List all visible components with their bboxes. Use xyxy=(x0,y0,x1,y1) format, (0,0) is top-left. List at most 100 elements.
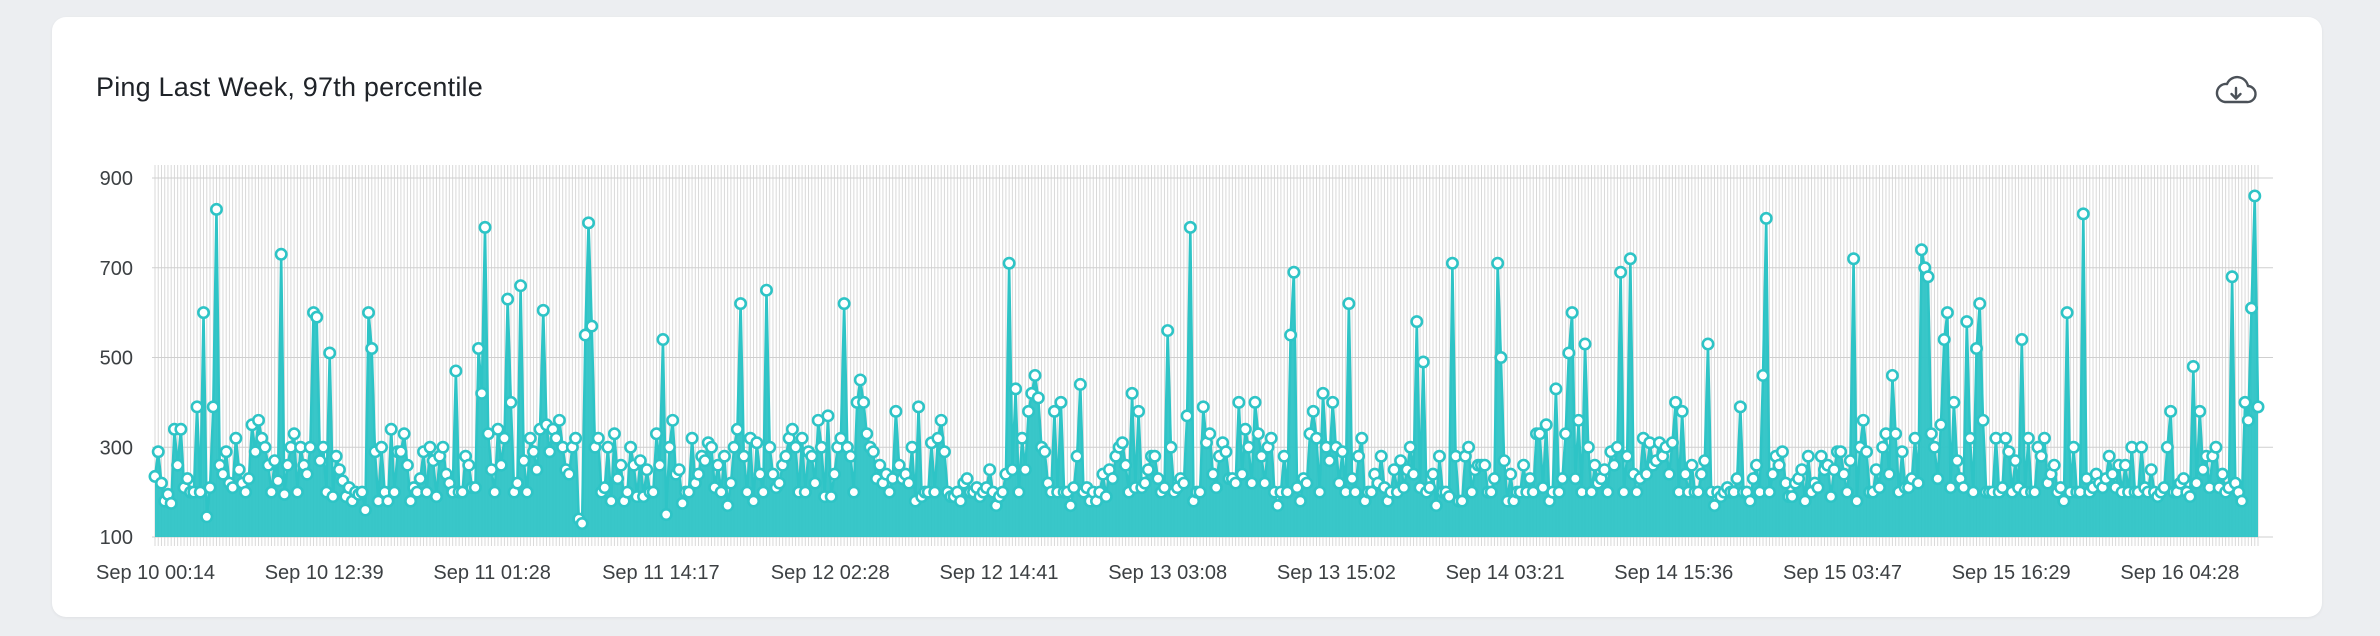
marker-layer xyxy=(148,189,2265,531)
x-tick-label: Sep 11 14:17 xyxy=(602,562,720,584)
data-point xyxy=(1555,472,1569,486)
data-point xyxy=(1756,368,1770,382)
data-point xyxy=(1970,342,1984,356)
data-point xyxy=(1251,427,1265,441)
data-point xyxy=(1814,449,1828,463)
data-point xyxy=(174,422,188,436)
data-point xyxy=(821,409,835,423)
data-point xyxy=(1999,431,2013,445)
data-point xyxy=(1973,297,1987,311)
y-tick-label: 900 xyxy=(100,168,133,190)
data-point xyxy=(882,485,896,499)
data-point xyxy=(2196,463,2210,477)
data-point xyxy=(928,485,942,499)
data-point xyxy=(1070,449,1084,463)
data-point xyxy=(711,458,725,472)
data-point xyxy=(277,487,291,501)
data-point xyxy=(1491,256,1505,270)
data-point xyxy=(860,427,874,441)
data-point xyxy=(397,427,411,441)
data-point xyxy=(795,431,809,445)
data-point xyxy=(462,458,476,472)
data-point xyxy=(494,458,508,472)
data-point xyxy=(2164,404,2178,418)
data-point xyxy=(1944,481,1958,495)
data-point xyxy=(737,449,751,463)
data-point xyxy=(1322,454,1336,468)
data-point xyxy=(384,422,398,436)
data-point xyxy=(362,306,376,320)
data-point xyxy=(449,364,463,378)
data-point xyxy=(666,413,680,427)
data-point xyxy=(1209,481,1223,495)
data-point xyxy=(1931,472,1945,486)
data-point xyxy=(1850,494,1864,508)
data-point xyxy=(1352,449,1366,463)
data-point xyxy=(1015,431,1029,445)
data-point xyxy=(1054,395,1068,409)
data-point xyxy=(1869,463,1883,477)
data-point xyxy=(1432,449,1446,463)
data-point xyxy=(937,445,951,459)
data-point xyxy=(413,472,427,486)
data-point xyxy=(1504,467,1518,481)
data-point xyxy=(2245,301,2259,315)
data-point xyxy=(1365,485,1379,499)
data-point xyxy=(229,431,243,445)
data-point xyxy=(1565,306,1579,320)
data-point xyxy=(436,440,450,454)
data-point xyxy=(601,440,615,454)
data-point xyxy=(730,422,744,436)
data-point xyxy=(2105,467,2119,481)
data-point xyxy=(685,431,699,445)
data-point xyxy=(2135,440,2149,454)
data-point xyxy=(1908,431,1922,445)
data-point xyxy=(1578,337,1592,351)
data-point xyxy=(1614,265,1628,279)
data-point xyxy=(1940,306,1954,320)
data-point xyxy=(1617,485,1631,499)
cloud-download-icon[interactable] xyxy=(2213,72,2259,112)
x-tick-label: Sep 16 04:28 xyxy=(2120,562,2239,584)
series-area xyxy=(155,195,2258,537)
data-point xyxy=(1316,386,1330,400)
data-point xyxy=(624,440,638,454)
data-point xyxy=(1762,485,1776,499)
data-point xyxy=(1047,404,1061,418)
data-point xyxy=(1934,418,1948,432)
y-tick-label: 100 xyxy=(100,527,133,549)
data-point xyxy=(954,494,968,508)
data-point xyxy=(960,472,974,486)
data-point xyxy=(727,440,741,454)
data-point xyxy=(242,472,256,486)
data-point xyxy=(1572,413,1586,427)
data-point xyxy=(374,440,388,454)
data-point xyxy=(1028,368,1042,382)
data-point xyxy=(598,481,612,495)
x-tick-label: Sep 15 03:47 xyxy=(1783,562,1902,584)
data-point xyxy=(1678,467,1692,481)
data-point xyxy=(1407,467,1421,481)
data-point xyxy=(717,449,731,463)
data-point xyxy=(1497,454,1511,468)
data-point xyxy=(1915,243,1929,257)
data-point xyxy=(1665,436,1679,450)
data-point xyxy=(423,440,437,454)
data-point xyxy=(902,476,916,490)
data-point xyxy=(358,503,372,517)
data-point xyxy=(303,440,317,454)
data-point xyxy=(912,400,926,414)
data-point xyxy=(1394,454,1408,468)
data-point xyxy=(805,449,819,463)
data-point xyxy=(672,463,686,477)
data-point xyxy=(1487,472,1501,486)
x-tick-label: Sep 15 16:29 xyxy=(1952,562,2071,584)
data-point xyxy=(1287,265,1301,279)
data-point xyxy=(332,463,346,477)
data-point xyxy=(1271,499,1285,513)
data-point xyxy=(1009,382,1023,396)
data-point xyxy=(575,517,589,531)
data-point xyxy=(1073,377,1087,391)
data-point xyxy=(1119,458,1133,472)
data-point xyxy=(264,485,278,499)
